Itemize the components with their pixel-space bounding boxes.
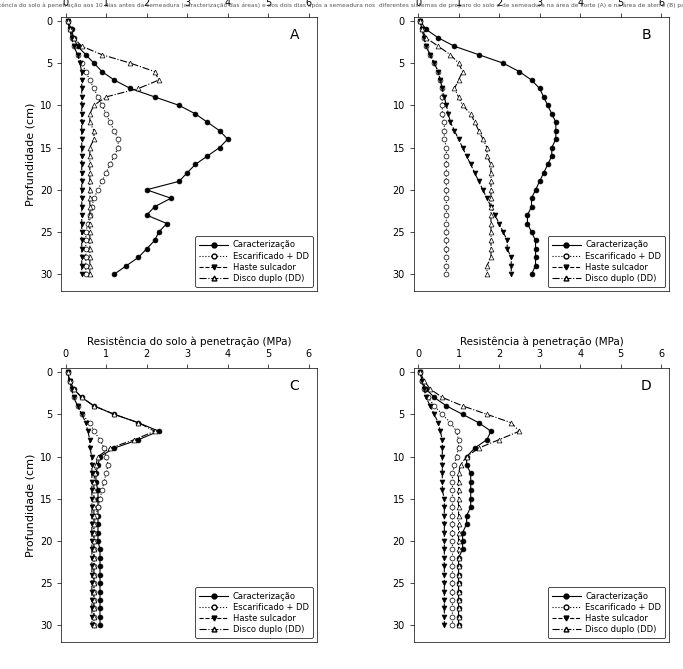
Legend: Caracterização, Escarificado + DD, Haste sulcador, Disco duplo (DD): Caracterização, Escarificado + DD, Haste… — [548, 236, 665, 287]
Y-axis label: Profundidade (cm): Profundidade (cm) — [26, 454, 36, 557]
Text: C: C — [289, 379, 299, 393]
Text: D: D — [641, 379, 652, 393]
Legend: Caracterização, Escarificado + DD, Haste sulcador, Disco duplo (DD): Caracterização, Escarificado + DD, Haste… — [195, 587, 313, 638]
Text: B: B — [642, 27, 652, 41]
X-axis label: Resistência do solo à penetração (MPa): Resistência do solo à penetração (MPa) — [87, 337, 292, 347]
Legend: Caracterização, Escarificado + DD, Haste sulcador, Disco duplo (DD): Caracterização, Escarificado + DD, Haste… — [548, 587, 665, 638]
Text: Figura 1 - Resistência do solo à penetração aos 10 dias antes da semeadura (cara: Figura 1 - Resistência do solo à penetra… — [0, 2, 683, 7]
Y-axis label: Profundidade (cm): Profundidade (cm) — [26, 102, 36, 205]
X-axis label: Resistência à penetração (MPa): Resistência à penetração (MPa) — [460, 337, 624, 347]
Legend: Caracterização, Escarificado + DD, Haste sulcador, Disco duplo (DD): Caracterização, Escarificado + DD, Haste… — [195, 236, 313, 287]
Text: A: A — [290, 27, 299, 41]
